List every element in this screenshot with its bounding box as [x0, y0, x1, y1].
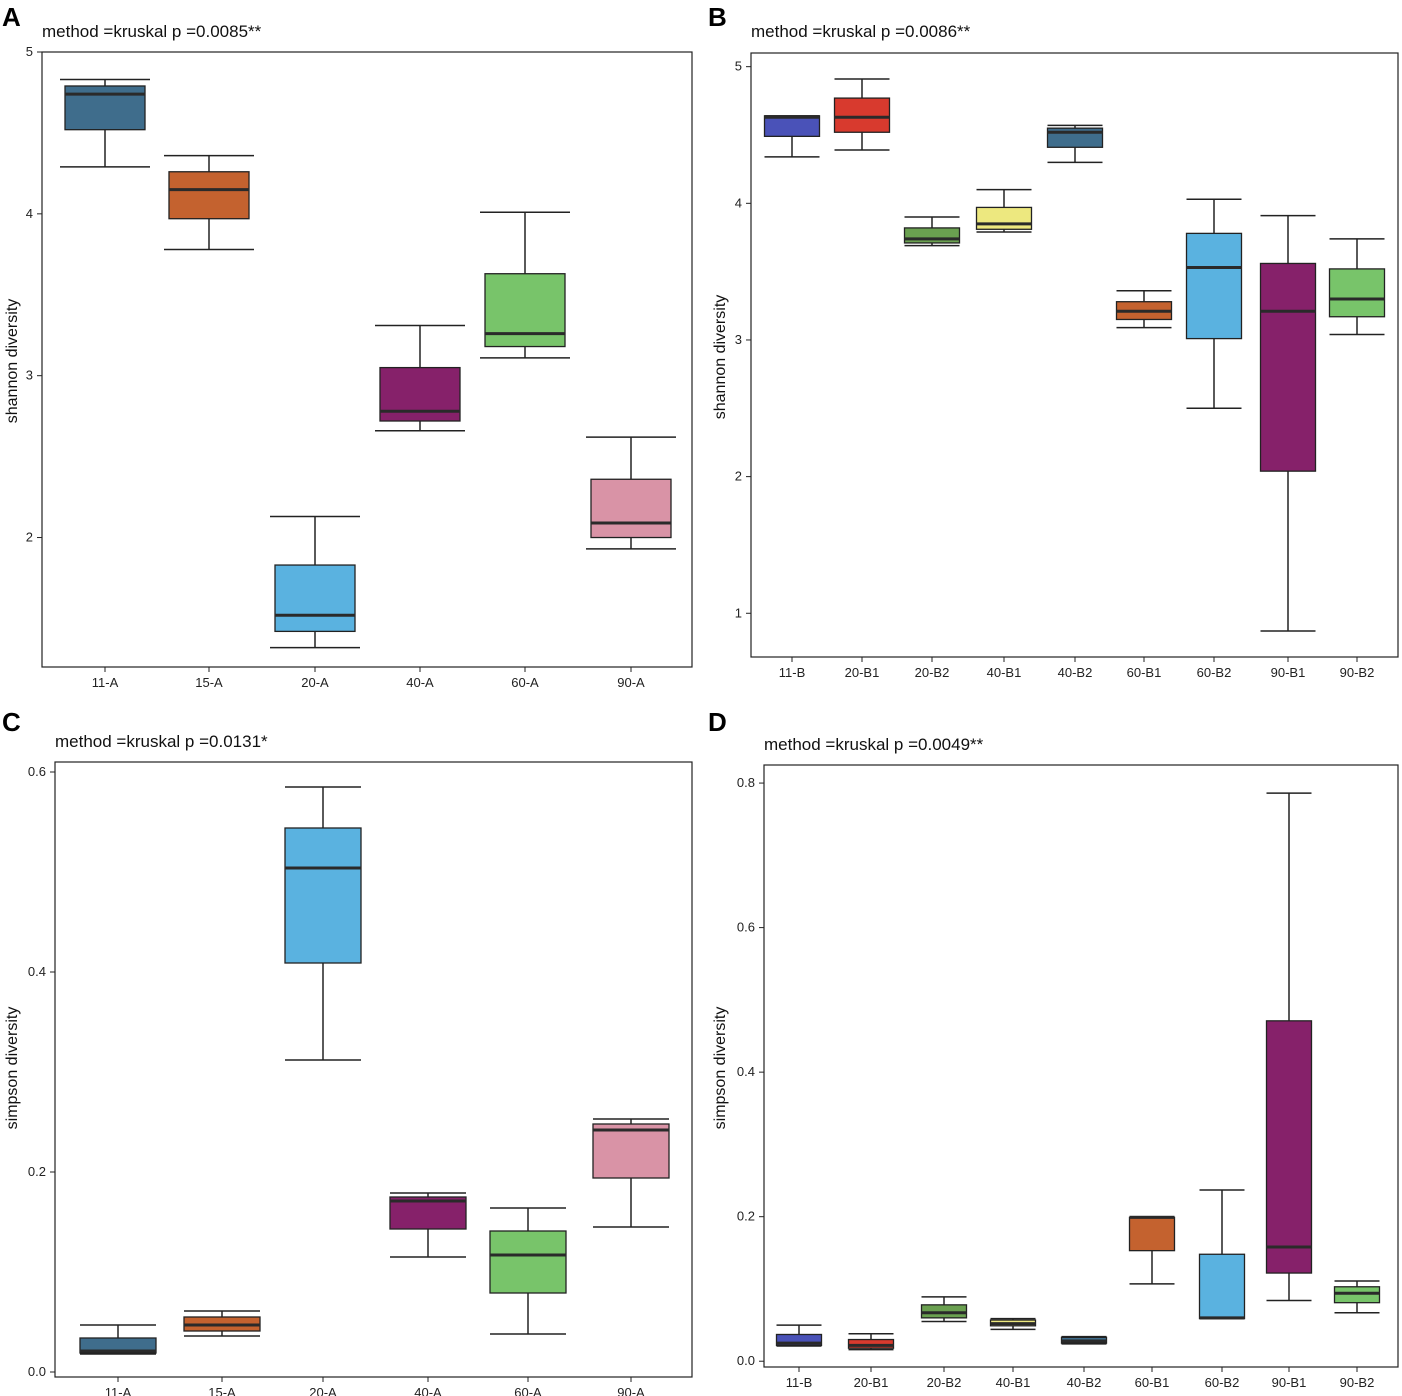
y-tick-label: 0.0: [737, 1353, 755, 1368]
panel-c-title: method =kruskal p =0.0131*: [55, 732, 268, 751]
panel-c-plot-frame: [54, 761, 693, 1378]
box-11-b: [775, 1333, 823, 1346]
y-tick-label: 0.2: [737, 1209, 755, 1224]
x-tick-label: 60-B1: [1135, 1375, 1170, 1390]
x-tick-label: 40-A: [414, 1385, 442, 1396]
panel-a-plot-frame: [41, 51, 693, 668]
x-tick-label: 60-B2: [1197, 665, 1232, 680]
y-tick-label: 1: [735, 605, 742, 620]
box-20-b2: [903, 227, 961, 244]
box-60-a: [484, 273, 566, 348]
panel-a: A method =kruskal p =0.0085** shannon di…: [2, 2, 693, 690]
x-tick-label: 90-B2: [1340, 665, 1375, 680]
panel-b: B method =kruskal p =0.0086** shannon di…: [708, 2, 1399, 680]
y-tick-label: 0.8: [737, 775, 755, 790]
box-11-a: [64, 85, 146, 131]
x-tick-label: 90-A: [617, 1385, 645, 1396]
y-tick-label: 4: [735, 195, 742, 210]
panel-d-title: method =kruskal p =0.0049**: [764, 735, 984, 754]
x-tick-label: 90-B2: [1340, 1375, 1375, 1390]
x-tick-label: 90-B1: [1272, 1375, 1307, 1390]
y-tick-label: 0.4: [28, 964, 46, 979]
y-tick-label: 0.6: [737, 920, 755, 935]
box-40-b1: [975, 206, 1033, 230]
box-20-a: [274, 564, 356, 633]
panel-c: C method =kruskal p =0.0131* simpson div…: [2, 707, 693, 1396]
panel-letter-d: D: [708, 707, 727, 737]
x-tick-label: 40-B2: [1067, 1375, 1102, 1390]
x-tick-label: 20-B2: [915, 665, 950, 680]
x-tick-label: 11-A: [105, 1385, 132, 1396]
x-tick-label: 60-A: [514, 1385, 542, 1396]
box-90-b2: [1328, 268, 1386, 318]
panel-b-y-axis-label: shannon diversity: [712, 295, 729, 420]
panel-d-plot-frame: [763, 764, 1399, 1368]
y-tick-label: 3: [735, 332, 742, 347]
box-90-b1: [1265, 1020, 1313, 1274]
x-tick-label: 15-A: [208, 1385, 236, 1396]
panel-a-title: method =kruskal p =0.0085**: [42, 22, 262, 41]
x-tick-label: 20-B1: [854, 1375, 889, 1390]
x-tick-label: 90-B1: [1271, 665, 1306, 680]
panel-letter-a: A: [2, 2, 21, 32]
box-60-b1: [1128, 1216, 1176, 1252]
y-tick-label: 0.6: [28, 764, 46, 779]
x-tick-label: 20-B2: [927, 1375, 962, 1390]
x-tick-label: 11-B: [786, 1375, 813, 1390]
box-20-b1: [833, 97, 891, 133]
panel-letter-c: C: [2, 707, 21, 737]
panel-a-y-axis-label: shannon diversity: [4, 299, 21, 424]
y-tick-label: 2: [26, 530, 33, 545]
box-90-a: [590, 478, 672, 539]
x-tick-label: 60-B1: [1127, 665, 1162, 680]
box-40-a: [379, 366, 461, 422]
x-tick-label: 20-B1: [845, 665, 880, 680]
box-90-a: [592, 1123, 670, 1179]
panel-c-y-axis-label: simpson diversity: [4, 1007, 21, 1130]
y-tick-label: 5: [26, 44, 33, 59]
y-tick-label: 0.0: [28, 1364, 46, 1379]
x-tick-label: 11-A: [92, 675, 119, 690]
y-tick-label: 3: [26, 368, 33, 383]
x-tick-label: 90-A: [617, 675, 645, 690]
x-tick-label: 11-B: [779, 665, 806, 680]
box-90-b1: [1259, 262, 1317, 472]
panel-b-title: method =kruskal p =0.0086**: [751, 22, 971, 41]
x-tick-label: 40-A: [406, 675, 434, 690]
y-tick-label: 2: [735, 469, 742, 484]
x-tick-label: 40-B1: [996, 1375, 1031, 1390]
x-tick-label: 60-B2: [1205, 1375, 1240, 1390]
x-tick-label: 60-A: [511, 675, 539, 690]
box-20-a: [284, 827, 362, 964]
box-60-b2: [1185, 232, 1243, 340]
y-tick-label: 0.4: [737, 1064, 755, 1079]
x-tick-label: 40-B2: [1058, 665, 1093, 680]
box-15-a: [168, 171, 250, 220]
y-tick-label: 0.2: [28, 1164, 46, 1179]
y-tick-label: 4: [26, 206, 33, 221]
x-tick-label: 20-A: [309, 1385, 337, 1396]
box-11-b: [763, 115, 821, 138]
panel-d: D method =kruskal p =0.0049** simpson di…: [708, 707, 1399, 1390]
box-11-a: [79, 1337, 157, 1354]
panel-letter-b: B: [708, 2, 727, 32]
x-tick-label: 20-A: [301, 675, 329, 690]
box-60-b2: [1198, 1253, 1246, 1320]
panel-d-y-axis-label: simpson diversity: [712, 1007, 729, 1130]
y-tick-label: 5: [735, 59, 742, 74]
box-60-a: [489, 1230, 567, 1294]
x-tick-label: 15-A: [195, 675, 223, 690]
x-tick-label: 40-B1: [987, 665, 1022, 680]
